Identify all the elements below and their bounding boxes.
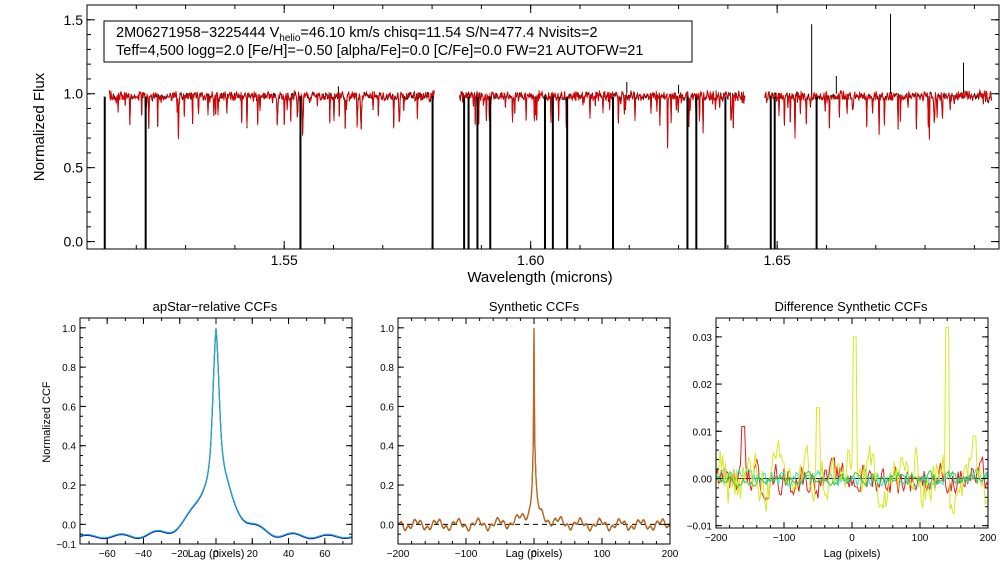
spectrum-panel: 1.55 1.60 1.65 0.0 0.5 1.0 1.5 2M06271958−3225… xyxy=(31,4,1000,286)
x-tick-label: 200 xyxy=(662,549,679,560)
x-tick-label: 100 xyxy=(912,533,929,544)
x-tick-label: 0 xyxy=(849,533,855,544)
y-tick-label: 1.0 xyxy=(62,324,76,335)
y-tick-label: 1.0 xyxy=(64,86,84,102)
spectrum-model-line xyxy=(764,88,993,140)
y-tick-label: 0.8 xyxy=(380,363,394,374)
diff-ccf-line-4 xyxy=(715,470,989,488)
diff-ccf-title: Difference Synthetic CCFs xyxy=(775,299,928,314)
synthetic-ccf-panel: Synthetic CCFs −200 −100 0 100 200 0.0 0.2 0.4 0… xyxy=(380,299,679,560)
x-tick-label: −100 xyxy=(773,533,796,544)
x-tick-label: 1.60 xyxy=(517,252,544,268)
x-tick-label: −20 xyxy=(171,549,188,560)
apstar-ccf-panel: apStar−relative CCFs −60 −40 −20 0 20 40 60 −0.… xyxy=(41,299,353,560)
info-box-frame xyxy=(103,20,693,63)
y-tick-label: 0.00 xyxy=(693,474,713,485)
y-tick-label: 0.4 xyxy=(380,442,394,453)
x-tick-label: 40 xyxy=(283,549,295,560)
x-tick-label: −40 xyxy=(135,549,152,560)
diff-ccf-panel: Difference Synthetic CCFs −200 −100 0 100 20… xyxy=(687,299,997,560)
x-tick-label: 100 xyxy=(594,549,611,560)
spectrum-ticks: 1.55 1.60 1.65 0.0 0.5 1.0 1.5 xyxy=(64,4,999,268)
apstar-ccf-line-1 xyxy=(79,328,353,540)
x-tick-label: −100 xyxy=(455,549,478,560)
spectrum-traces xyxy=(103,13,993,249)
spectrum-x-label: Wavelength (microns) xyxy=(467,269,612,286)
info-line-2: Teff=4,500 logg=2.0 [Fe/H]=−0.50 [alpha/… xyxy=(116,43,643,59)
y-tick-label: 0.0 xyxy=(64,234,84,250)
apstar-ccf-axes-frame xyxy=(79,317,353,545)
diff-ccf-ticks: −200 −100 0 100 200 −0.01 0.00 0.01 0.02 0.03 xyxy=(687,317,997,544)
apstar-ccf-traces xyxy=(79,327,353,540)
y-tick-label: 0.5 xyxy=(64,160,84,176)
y-tick-label: 0.03 xyxy=(693,333,713,344)
x-tick-label: −200 xyxy=(705,533,728,544)
y-tick-label: 0.0 xyxy=(62,520,76,531)
x-tick-label: 1.65 xyxy=(764,252,791,268)
y-tick-label: 0.02 xyxy=(693,380,713,391)
y-tick-label: 0.8 xyxy=(62,363,76,374)
y-tick-label: 1.0 xyxy=(380,324,394,335)
x-tick-label: 20 xyxy=(247,549,259,560)
info-line-1: 2M06271958−3225444 Vhelio=46.10 km/s chi… xyxy=(116,25,598,44)
x-tick-label: −60 xyxy=(99,549,116,560)
spectrum-y-label: Normalized Flux xyxy=(31,72,48,181)
y-tick-label: 0.01 xyxy=(693,427,713,438)
synthetic-ccf-traces xyxy=(397,327,671,532)
y-tick-label: −0.01 xyxy=(687,522,713,533)
y-tick-label: 0.4 xyxy=(62,442,76,453)
spectrum-model-line xyxy=(108,89,435,140)
x-tick-label: 1.55 xyxy=(271,252,298,268)
apstar-ccf-ticks: −60 −40 −20 0 20 40 60 −0.1 0.0 0.2 0.4 0.6 0.8 1.0 xyxy=(56,317,352,560)
synthetic-ccf-x-label: Lag (pixels) xyxy=(506,548,563,560)
y-tick-label: −0.1 xyxy=(56,540,76,551)
apstar-ccf-y-label: Normalized CCF xyxy=(41,381,53,463)
y-tick-label: 0.0 xyxy=(380,520,394,531)
y-tick-label: 0.6 xyxy=(380,402,394,413)
spectrum-model-line xyxy=(458,89,746,149)
y-tick-label: 0.2 xyxy=(62,481,76,492)
x-tick-label: 0 xyxy=(531,549,537,560)
diff-ccf-x-label: Lag (pixels) xyxy=(824,548,881,560)
apstar-ccf-x-label: Lag (pixels) xyxy=(188,548,245,560)
apstar-ccf-title: apStar−relative CCFs xyxy=(153,299,278,314)
synthetic-ccf-line-2 xyxy=(397,327,671,532)
diff-ccf-line-3 xyxy=(715,326,989,516)
spectrum-axes-frame xyxy=(86,4,1000,250)
synthetic-ccf-ticks: −200 −100 0 100 200 0.0 0.2 0.4 0.6 0.8 1.0 xyxy=(380,317,679,560)
info-box: 2M06271958−3225444 Vhelio=46.10 km/s chi… xyxy=(103,20,693,63)
apstar-ccf-line-2 xyxy=(79,327,353,539)
x-tick-label: 200 xyxy=(980,533,997,544)
y-tick-label: 0.6 xyxy=(62,402,76,413)
synthetic-ccf-title: Synthetic CCFs xyxy=(489,299,580,314)
x-tick-label: −200 xyxy=(387,549,410,560)
y-tick-label: 1.5 xyxy=(64,12,84,28)
y-tick-label: 0.2 xyxy=(380,481,394,492)
x-tick-label: 60 xyxy=(319,549,331,560)
diff-ccf-traces xyxy=(715,326,989,516)
x-tick-label: 0 xyxy=(213,549,219,560)
